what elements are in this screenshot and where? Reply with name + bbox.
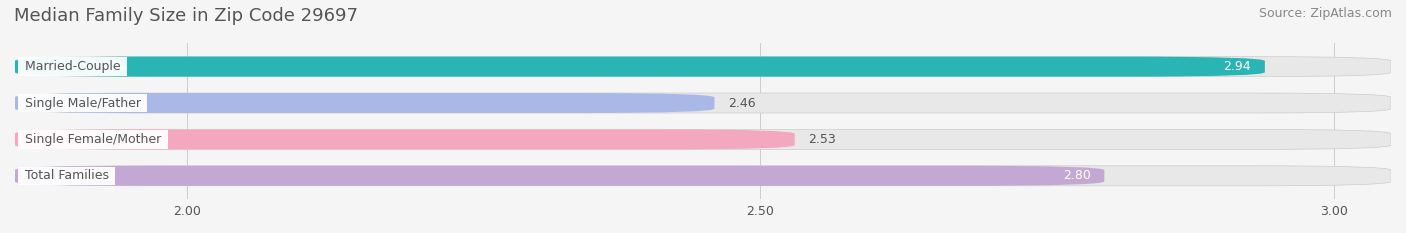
- FancyBboxPatch shape: [15, 93, 714, 113]
- Text: 2.53: 2.53: [808, 133, 837, 146]
- FancyBboxPatch shape: [15, 129, 794, 149]
- Text: Single Male/Father: Single Male/Father: [21, 96, 145, 110]
- Text: Total Families: Total Families: [21, 169, 112, 182]
- FancyBboxPatch shape: [15, 166, 1391, 186]
- FancyBboxPatch shape: [15, 93, 1391, 113]
- Text: 2.46: 2.46: [728, 96, 756, 110]
- FancyBboxPatch shape: [15, 166, 1104, 186]
- Text: 2.80: 2.80: [1063, 169, 1091, 182]
- FancyBboxPatch shape: [15, 57, 1391, 77]
- FancyBboxPatch shape: [15, 57, 1265, 77]
- Text: Source: ZipAtlas.com: Source: ZipAtlas.com: [1258, 7, 1392, 20]
- FancyBboxPatch shape: [15, 129, 1391, 149]
- Text: 2.94: 2.94: [1223, 60, 1251, 73]
- Text: Married-Couple: Married-Couple: [21, 60, 124, 73]
- Text: Median Family Size in Zip Code 29697: Median Family Size in Zip Code 29697: [14, 7, 359, 25]
- Text: Single Female/Mother: Single Female/Mother: [21, 133, 165, 146]
